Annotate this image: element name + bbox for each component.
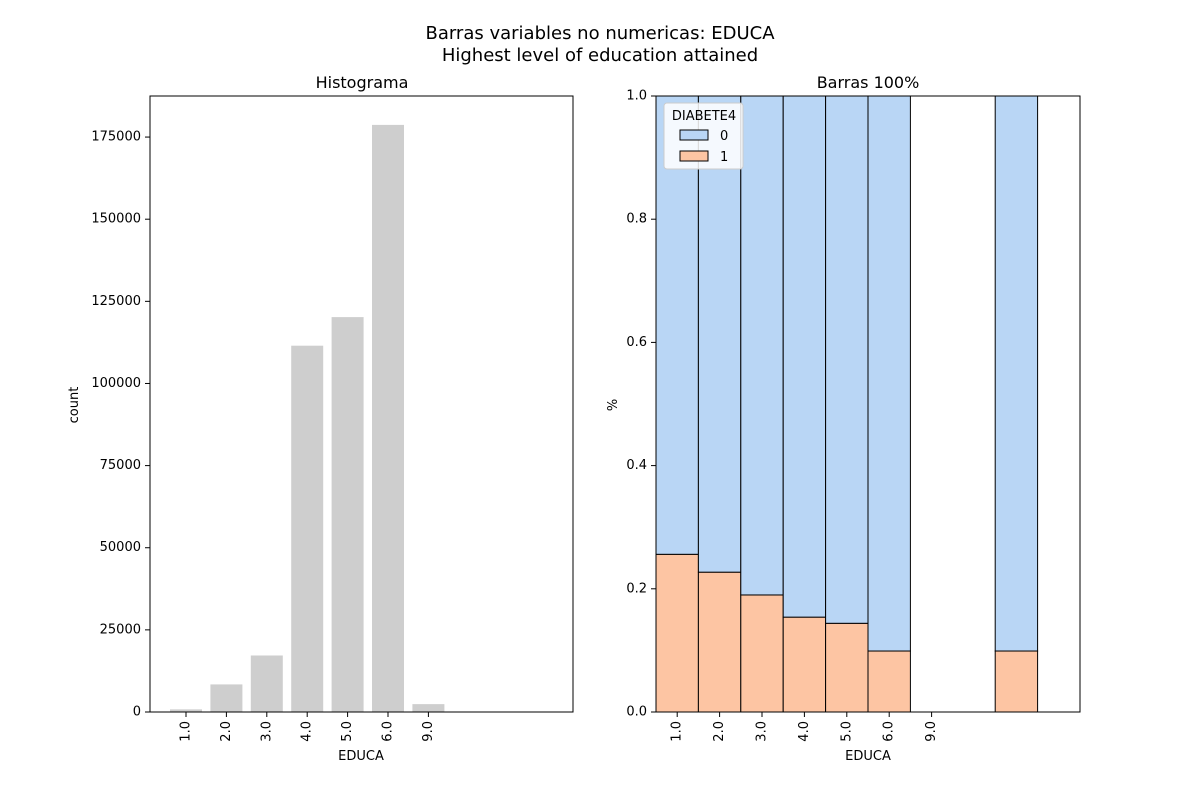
stacked-bar-1-1 (697, 571, 742, 713)
stacked-bar-0-4 (825, 95, 869, 624)
stacked-bars (655, 95, 1039, 713)
stacked-xtick-label-6.0: 6.0 (882, 721, 897, 742)
legend-label-0: 0 (720, 129, 728, 144)
stacked-x-ticks: 1.0 2.0 3.0 4.0 5.0 6.0 9.0 (670, 712, 939, 742)
histogram-y-ticks: 0 25000 50000 75000 100000 125000 150000 175000 (91, 130, 150, 720)
legend-label-1: 1 (720, 150, 728, 165)
stacked-bar-1-2 (740, 594, 784, 713)
histogram-bar-4.0 (291, 345, 324, 712)
stacked-ytick-label: 0.2 (626, 581, 647, 596)
stacked-bar-1-0 (655, 553, 699, 713)
stacked-title: Barras 100% (817, 73, 920, 92)
histogram-bar-1.0 (170, 709, 202, 712)
histogram-ytick-label: 125000 (91, 294, 141, 309)
stacked-bar-1-5 (867, 650, 911, 713)
histogram-frame (149, 95, 574, 713)
histogram-bar-6.0 (372, 124, 404, 712)
legend-swatch-0 (679, 129, 709, 141)
histogram-xtick-label-5.0: 5.0 (340, 721, 355, 742)
legend-title: DIABETE4 (672, 109, 736, 124)
stacked-bar-0-3 (782, 95, 827, 618)
histogram-ytick-label: 75000 (100, 458, 141, 473)
stacked-bar-1-6 (994, 650, 1039, 713)
stacked-xtick-label-5.0: 5.0 (839, 721, 854, 742)
stacked-bar-1-3 (782, 616, 827, 713)
histogram-x-ticks: 1.0 2.0 3.0 4.0 5.0 6.0 9.0 (179, 712, 436, 742)
histogram-bar-9.0 (412, 704, 445, 712)
stacked-xtick-label-3.0: 3.0 (755, 721, 770, 742)
histogram-ytick-label: 100000 (91, 376, 141, 391)
stacked-ytick-label: 0.8 (626, 212, 647, 227)
stacked-xtick-label-9.0: 9.0 (924, 721, 939, 742)
histogram-ylabel: count (67, 387, 82, 424)
histogram-bar-3.0 (250, 655, 283, 712)
histogram-ytick-label: 50000 (100, 540, 141, 555)
histogram-ytick-label: 25000 (100, 622, 141, 637)
legend-swatch-1 (679, 150, 709, 162)
histogram-ytick-label: 175000 (91, 130, 141, 145)
stacked-xtick-label-1.0: 1.0 (670, 721, 685, 742)
stacked-bar-0-2 (740, 95, 784, 596)
histogram-xtick-label-4.0: 4.0 (300, 721, 315, 742)
stacked-ytick-label: 1.0 (626, 89, 647, 104)
stacked-ytick-label: 0.0 (626, 705, 647, 720)
stacked-y-ticks: 0.0 0.2 0.4 0.6 0.8 1.0 (626, 89, 656, 720)
stacked-xtick-label-4.0: 4.0 (797, 721, 812, 742)
histogram-bar-2.0 (210, 684, 243, 712)
legend: DIABETE4 0 1 (663, 102, 744, 170)
stacked-axes: Barras 100% 0.0 0.2 0.4 0.6 0.8 1.0 1.0 2.0 3.0… (606, 73, 1081, 764)
stacked-ylabel: % (606, 399, 621, 411)
figure-suptitle-line1: Barras variables no numericas: EDUCA (425, 23, 775, 44)
histogram-axes: Histograma 0 25000 50000 75000 100000 125000 1… (67, 73, 574, 764)
histogram-bars (170, 124, 445, 712)
stacked-xlabel: EDUCA (845, 749, 891, 764)
histogram-xtick-label-1.0: 1.0 (179, 721, 194, 742)
stacked-frame (655, 95, 1081, 713)
histogram-xlabel: EDUCA (338, 749, 384, 764)
histogram-title: Histograma (316, 73, 409, 92)
histogram-xtick-label-6.0: 6.0 (381, 721, 396, 742)
histogram-ytick-label: 150000 (91, 212, 141, 227)
histogram-xtick-label-3.0: 3.0 (259, 721, 274, 742)
stacked-bar-0-5 (867, 95, 911, 652)
stacked-ytick-label: 0.4 (626, 458, 647, 473)
histogram-bar-5.0 (331, 317, 364, 712)
histogram-xtick-label-2.0: 2.0 (219, 721, 234, 742)
stacked-bar-1-4 (825, 622, 869, 713)
histogram-xtick-label-9.0: 9.0 (421, 721, 436, 742)
figure-suptitle-line2: Highest level of education attained (442, 45, 758, 66)
stacked-bar-0-6 (994, 95, 1039, 652)
stacked-xtick-label-2.0: 2.0 (712, 721, 727, 742)
stacked-ytick-label: 0.6 (626, 335, 647, 350)
histogram-ytick-label: 0 (133, 705, 141, 720)
